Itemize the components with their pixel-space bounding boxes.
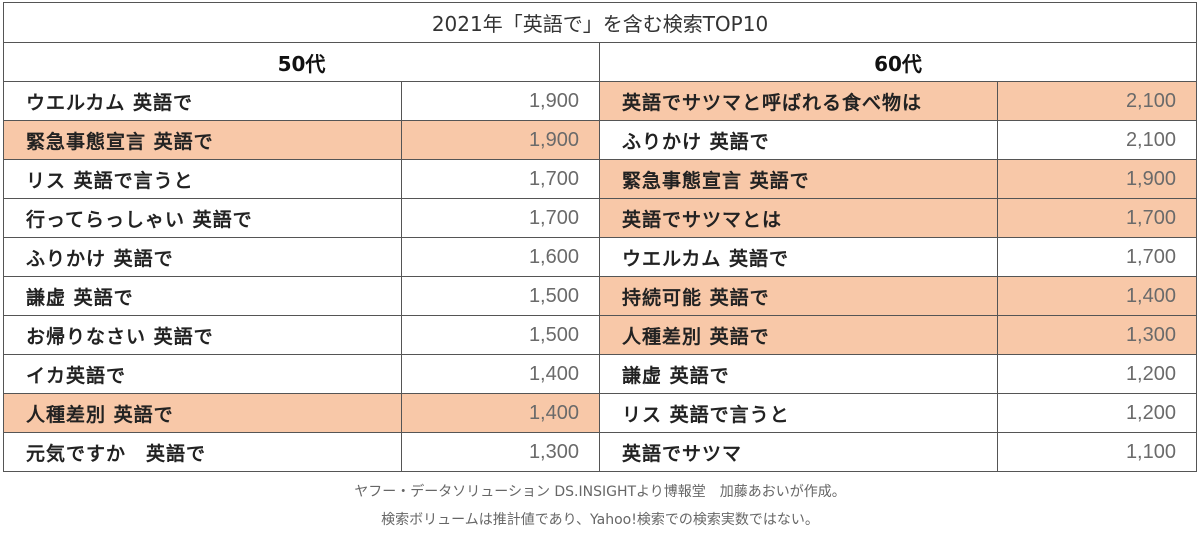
term-cell-50s: 緊急事態宣言 英語で	[3, 120, 402, 160]
term-cell-50s: 行ってらっしゃい 英語で	[3, 198, 402, 238]
count-cell-60s: 1,900	[997, 159, 1197, 199]
term-cell-60s: 英語でサツマ	[599, 432, 998, 472]
count-cell-50s: 1,600	[401, 237, 600, 277]
term-cell-50s: イカ英語で	[3, 354, 402, 394]
table-row: イカ英語で 1,400 謙虚 英語で 1,200	[3, 354, 1197, 394]
count-cell-60s: 1,700	[997, 198, 1197, 238]
term-cell-60s: 英語でサツマとは	[599, 198, 998, 238]
count-cell-50s: 1,500	[401, 315, 600, 355]
term-cell-60s: ふりかけ 英語で	[599, 120, 998, 160]
term-cell-50s: 人種差別 英語で	[3, 393, 402, 433]
term-cell-60s: リス 英語で言うと	[599, 393, 998, 433]
ranking-rows: ウエルカム 英語で 1,900 英語でサツマと呼ばれる食べ物は 2,100 緊急事態宣言…	[3, 81, 1197, 472]
count-cell-60s: 1,100	[997, 432, 1197, 472]
column-heading-60s: 60代	[599, 42, 1197, 82]
term-cell-50s: リス 英語で言うと	[3, 159, 402, 199]
count-cell-50s: 1,700	[401, 198, 600, 238]
term-cell-60s: 緊急事態宣言 英語で	[599, 159, 998, 199]
term-cell-60s: 持続可能 英語で	[599, 276, 998, 316]
disclaimer-note: 検索ボリュームは推計値であり、Yahoo!検索での検索実数ではない。	[381, 512, 819, 528]
term-cell-60s: 謙虚 英語で	[599, 354, 998, 394]
count-cell-50s: 1,400	[401, 393, 600, 433]
table-row: 行ってらっしゃい 英語で 1,700 英語でサツマとは 1,700	[3, 198, 1197, 238]
term-cell-60s: 英語でサツマと呼ばれる食べ物は	[599, 81, 998, 121]
term-cell-50s: 謙虚 英語で	[3, 276, 402, 316]
count-cell-60s: 2,100	[997, 120, 1197, 160]
ranking-table-container: 2021年「英語で」を含む検索TOP10 50代 60代 ウエルカム 英語で 1,…	[3, 2, 1197, 472]
table-row: 謙虚 英語で 1,500 持続可能 英語で 1,400	[3, 276, 1197, 316]
term-cell-60s: ウエルカム 英語で	[599, 237, 998, 277]
table-title: 2021年「英語で」を含む検索TOP10	[3, 2, 1197, 43]
count-cell-60s: 2,100	[997, 81, 1197, 121]
table-row: 元気ですか 英語で 1,300 英語でサツマ 1,100	[3, 432, 1197, 472]
count-cell-60s: 1,200	[997, 354, 1197, 394]
table-row: ウエルカム 英語で 1,900 英語でサツマと呼ばれる食べ物は 2,100	[3, 81, 1197, 121]
ranking-table: 2021年「英語で」を含む検索TOP10 50代 60代 ウエルカム 英語で 1,…	[3, 2, 1197, 472]
term-cell-60s: 人種差別 英語で	[599, 315, 998, 355]
count-cell-60s: 1,400	[997, 276, 1197, 316]
term-cell-50s: ウエルカム 英語で	[3, 81, 402, 121]
table-row: 人種差別 英語で 1,400 リス 英語で言うと 1,200	[3, 393, 1197, 433]
term-cell-50s: ふりかけ 英語で	[3, 237, 402, 277]
count-cell-50s: 1,900	[401, 81, 600, 121]
count-cell-50s: 1,400	[401, 354, 600, 394]
table-row: リス 英語で言うと 1,700 緊急事態宣言 英語で 1,900	[3, 159, 1197, 199]
term-cell-50s: お帰りなさい 英語で	[3, 315, 402, 355]
count-cell-60s: 1,200	[997, 393, 1197, 433]
count-cell-50s: 1,900	[401, 120, 600, 160]
count-cell-50s: 1,700	[401, 159, 600, 199]
footnotes: ヤフー・データソリューション DS.INSIGHTより博報堂 加藤あおいが作成。…	[0, 478, 1200, 534]
column-heading-50s: 50代	[3, 42, 600, 82]
count-cell-60s: 1,700	[997, 237, 1197, 277]
term-cell-50s: 元気ですか 英語で	[3, 432, 402, 472]
count-cell-60s: 1,300	[997, 315, 1197, 355]
table-row: お帰りなさい 英語で 1,500 人種差別 英語で 1,300	[3, 315, 1197, 355]
count-cell-50s: 1,500	[401, 276, 600, 316]
table-row: ふりかけ 英語で 1,600 ウエルカム 英語で 1,700	[3, 237, 1197, 277]
table-row: 緊急事態宣言 英語で 1,900 ふりかけ 英語で 2,100	[3, 120, 1197, 160]
count-cell-50s: 1,300	[401, 432, 600, 472]
source-note: ヤフー・データソリューション DS.INSIGHTより博報堂 加藤あおいが作成。	[354, 484, 846, 500]
